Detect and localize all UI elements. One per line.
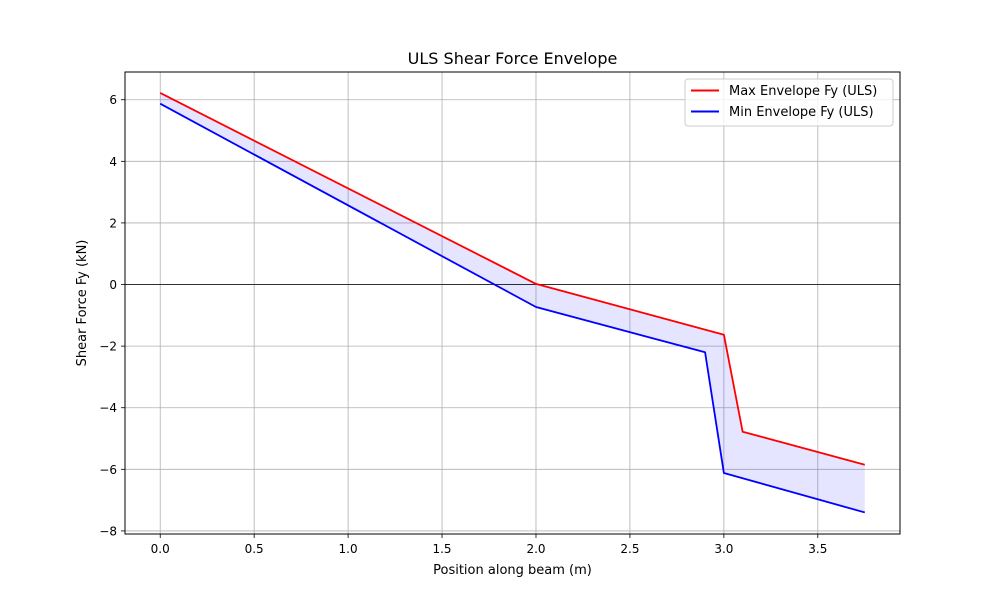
y-tick-label-5: 2 xyxy=(109,216,117,230)
x-tick-label-0: 0.0 xyxy=(151,542,170,556)
y-tick-label-2: −4 xyxy=(99,401,117,415)
x-tick-label-2: 1.0 xyxy=(339,542,358,556)
grid-lines xyxy=(125,72,900,534)
series-line-max-envelope xyxy=(159,92,866,466)
x-tick-label-3: 1.5 xyxy=(432,542,451,556)
x-tick-label-6: 3.0 xyxy=(714,542,733,556)
x-tick-label-5: 2.5 xyxy=(620,542,639,556)
legend-label-min: Min Envelope Fy (ULS) xyxy=(729,105,874,120)
x-axis-label: Position along beam (m) xyxy=(433,563,592,578)
y-tick-label-1: −6 xyxy=(99,463,117,477)
x-tick-label-4: 2.0 xyxy=(526,542,545,556)
chart-title: ULS Shear Force Envelope xyxy=(408,49,618,68)
x-axis-ticks: 0.0 0.5 1.0 1.5 2.0 2.5 3.0 3.5 xyxy=(151,534,827,556)
y-tick-label-7: 6 xyxy=(109,93,117,107)
y-tick-label-3: −2 xyxy=(99,340,117,354)
envelope-fill xyxy=(160,92,865,513)
y-tick-label-0: −8 xyxy=(99,524,117,538)
x-tick-label-1: 0.5 xyxy=(245,542,264,556)
legend: Max Envelope Fy (ULS) Min Envelope Fy (U… xyxy=(684,78,894,127)
y-axis-ticks: −8 −6 −4 −2 0 2 4 6 xyxy=(99,93,125,538)
legend-box xyxy=(684,78,894,127)
y-tick-label-6: 4 xyxy=(109,155,117,169)
series-line-min-envelope xyxy=(159,102,866,514)
y-tick-label-4: 0 xyxy=(109,278,117,292)
y-axis-label: Shear Force Fy (kN) xyxy=(75,240,90,367)
legend-label-max: Max Envelope Fy (ULS) xyxy=(729,84,877,99)
envelope-fill-area xyxy=(160,92,865,513)
plot-area-frame xyxy=(124,71,901,535)
series-lines xyxy=(159,92,866,514)
x-tick-label-7: 3.5 xyxy=(808,542,827,556)
